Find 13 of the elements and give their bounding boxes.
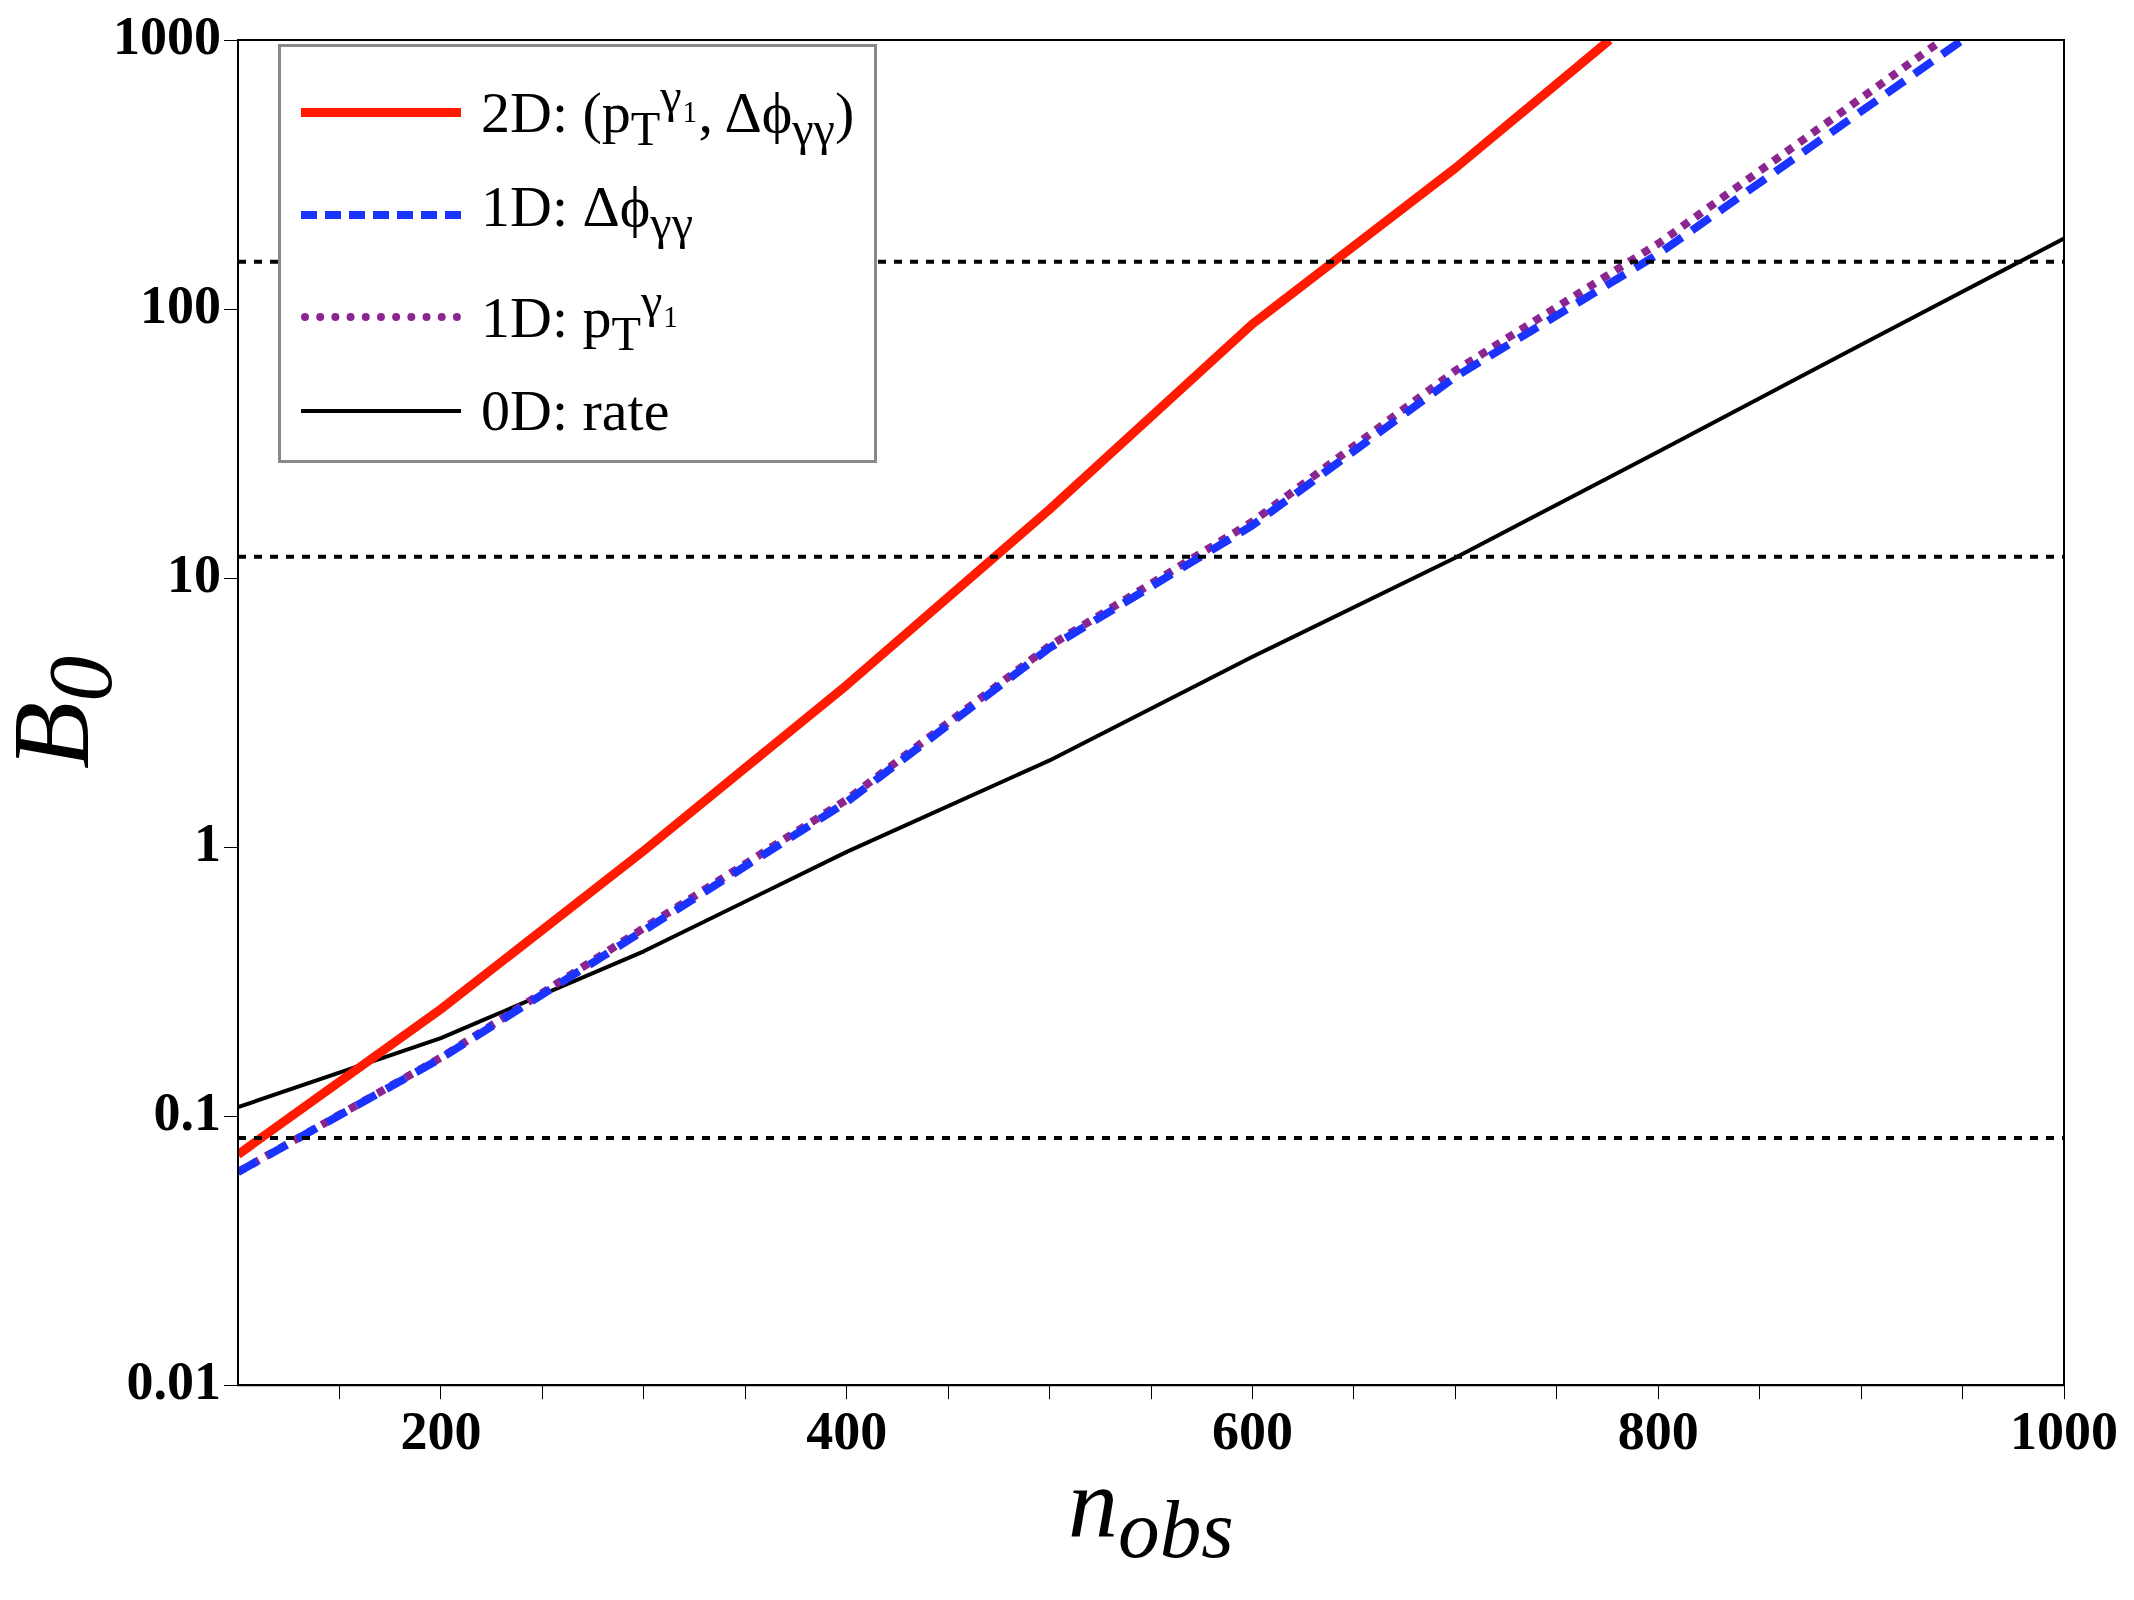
x-tick-label: 1000 [2010,1400,2118,1461]
y-tick-label: 1 [194,813,221,874]
y-tick-label: 0.01 [126,1351,221,1412]
legend-label: 0D: rate [481,377,670,446]
legend-label: 1D: Δϕ$_{γγ}$ [481,172,694,251]
legend-label: 2D: (p$_{T}$$^{γ₁}$, Δϕ$_{γγ}$) [481,68,855,157]
x-tick-label: 800 [1617,1400,1699,1461]
x-tick-label: 400 [806,1400,888,1461]
x-tick-label: 200 [400,1400,482,1461]
y-tick-label: 100 [140,274,221,335]
y-tick-label: 10 [167,544,221,605]
y-tick-label: 1000 [113,5,221,66]
y-tick-label: 0.1 [153,1082,221,1143]
